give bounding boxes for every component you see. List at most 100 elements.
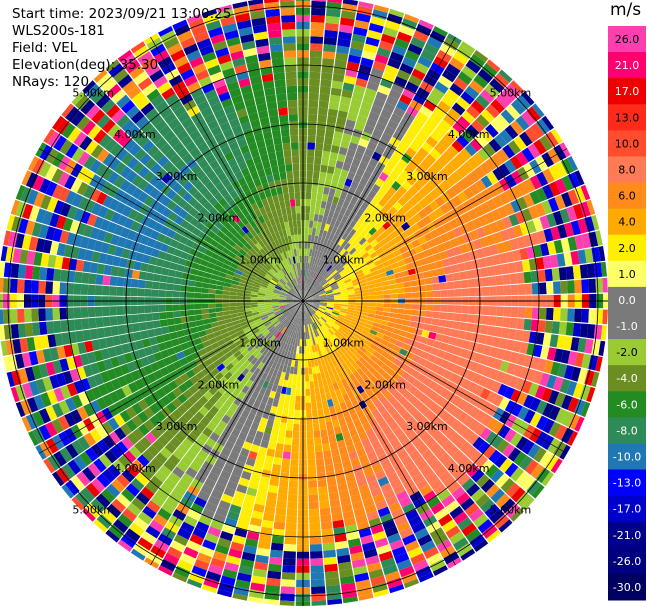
range-gate <box>134 441 147 454</box>
range-gate <box>112 256 121 267</box>
range-gate <box>449 531 465 545</box>
range-gate <box>498 425 511 439</box>
range-gate <box>417 383 428 394</box>
range-gate <box>318 493 329 502</box>
range-gate <box>395 175 406 186</box>
range-gate <box>291 287 297 294</box>
range-gate <box>108 524 124 539</box>
range-gate <box>232 534 246 545</box>
range-gate <box>313 344 318 352</box>
range-gate <box>310 388 316 396</box>
range-gate <box>376 290 384 296</box>
range-gate <box>71 147 85 163</box>
range-gate <box>313 250 318 258</box>
range-gate <box>570 220 582 236</box>
range-gate <box>367 262 376 270</box>
range-gate <box>188 321 197 328</box>
range-gate <box>281 572 296 580</box>
range-gate <box>156 233 166 243</box>
range-gate <box>394 272 403 279</box>
range-gate <box>304 255 307 263</box>
range-gate <box>123 372 134 385</box>
range-gate <box>227 354 236 363</box>
range-gate <box>516 94 531 111</box>
range-gate <box>123 352 134 364</box>
range-gate <box>451 395 463 407</box>
range-gate <box>171 182 183 194</box>
range-gate <box>266 448 276 457</box>
range-gate <box>498 191 510 205</box>
range-gate <box>423 232 434 242</box>
range-gate <box>297 317 300 325</box>
range-gate <box>309 381 315 389</box>
range-gate <box>311 271 315 279</box>
range-gate <box>341 89 353 99</box>
ray <box>305 277 608 301</box>
range-gate <box>194 314 203 321</box>
range-gate <box>115 388 126 400</box>
range-gate <box>311 185 318 193</box>
range-gate <box>312 280 317 287</box>
range-gate <box>125 528 141 543</box>
range-gate <box>203 391 213 401</box>
range-gate <box>423 248 433 258</box>
range-gate <box>283 310 290 316</box>
range-gate <box>356 144 367 155</box>
range-gate <box>358 484 370 494</box>
range-gate <box>464 261 473 271</box>
range-gate <box>262 348 270 356</box>
range-gate <box>325 201 332 210</box>
range-gate <box>373 222 382 231</box>
range-gate <box>49 374 60 389</box>
range-gate <box>202 340 211 348</box>
range-gate <box>407 43 423 56</box>
range-gate <box>174 565 191 579</box>
range-gate <box>114 161 127 175</box>
range-gate <box>466 241 476 252</box>
range-gate <box>461 212 472 224</box>
range-gate <box>143 395 155 407</box>
range-gate <box>369 199 378 209</box>
range-gate <box>289 322 294 330</box>
range-gate <box>265 294 273 297</box>
range-gate <box>168 136 181 148</box>
range-gate <box>455 254 465 264</box>
range-gate <box>312 322 317 330</box>
range-gate <box>319 296 327 299</box>
range-gate <box>89 328 99 340</box>
range-gate <box>385 95 399 107</box>
range-gate <box>244 403 253 413</box>
range-gate <box>427 353 437 363</box>
range-gate <box>136 134 150 148</box>
range-gate <box>279 303 287 306</box>
range-gate <box>307 452 316 460</box>
range-gate <box>404 309 412 315</box>
range-gate <box>252 311 260 316</box>
range-gate <box>303 303 306 311</box>
range-gate <box>316 286 323 292</box>
range-gate <box>418 19 434 30</box>
range-gate <box>104 381 115 394</box>
range-gate <box>492 358 503 371</box>
range-gate <box>317 358 322 366</box>
range-gate <box>241 323 250 330</box>
range-gate <box>232 593 248 601</box>
range-gate <box>461 428 474 441</box>
range-gate <box>275 263 282 271</box>
range-gate <box>327 108 338 117</box>
range-gate <box>56 243 66 257</box>
range-gate <box>45 281 53 294</box>
range-gate <box>314 313 320 320</box>
range-gate <box>211 252 220 260</box>
range-gate <box>340 292 348 296</box>
range-gate <box>91 386 102 400</box>
range-gate <box>324 136 333 145</box>
range-gate <box>413 455 426 467</box>
range-gate <box>491 153 504 167</box>
range-gate <box>300 303 303 311</box>
range-gate <box>160 30 177 43</box>
range-gate <box>290 388 296 396</box>
range-gate <box>334 263 341 270</box>
range-gate <box>338 561 352 571</box>
range-gate <box>6 371 15 387</box>
